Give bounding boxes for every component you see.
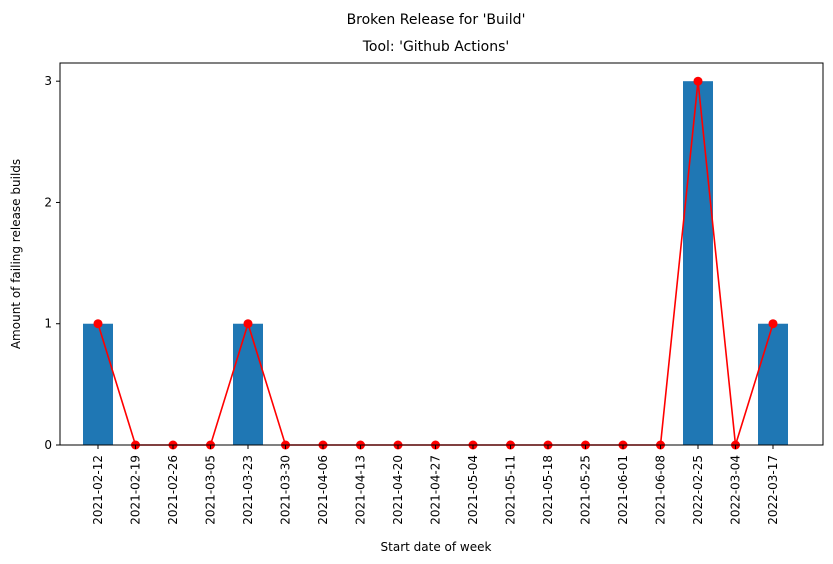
- x-tick-label: 2021-02-19: [129, 455, 143, 525]
- x-tick-label: 2021-05-04: [466, 455, 480, 525]
- x-tick-label: 2022-03-04: [729, 455, 743, 525]
- chart-subtitle: Tool: 'Github Actions': [362, 39, 510, 55]
- bar: [683, 81, 713, 445]
- chart-title: Broken Release for 'Build': [347, 12, 526, 28]
- x-tick-label: 2021-05-11: [504, 455, 518, 525]
- x-tick-label: 2022-02-25: [691, 455, 705, 525]
- line-point: [768, 319, 778, 329]
- series-line: [97, 81, 774, 446]
- x-tick-label: 2021-03-30: [279, 455, 293, 525]
- x-axis: 2021-02-12 2021-02-19 2021-02-26 2021-03-05…: [91, 445, 780, 525]
- x-tick-label: 2021-02-26: [166, 455, 180, 525]
- y-tick-label: 2: [44, 195, 52, 209]
- x-tick-label: 2021-03-05: [204, 455, 218, 525]
- x-tick-label: 2021-02-12: [91, 455, 105, 525]
- x-tick-label: 2021-04-06: [316, 455, 330, 525]
- bar: [233, 323, 263, 445]
- line-series: [93, 76, 778, 450]
- x-tick-label: 2021-06-08: [654, 455, 668, 525]
- x-tick-label: 2022-03-17: [766, 455, 780, 525]
- x-axis-label: Start date of week: [381, 540, 492, 554]
- y-axis: 0 1 2 3: [44, 74, 60, 452]
- line-point: [243, 319, 253, 329]
- y-axis-label: Amount of failing release builds: [9, 159, 23, 349]
- y-tick-label: 1: [44, 317, 52, 331]
- x-tick-label: 2021-05-25: [579, 455, 593, 525]
- x-tick-label: 2021-03-23: [241, 455, 255, 525]
- bar: [758, 323, 788, 445]
- line-point: [693, 76, 703, 86]
- x-tick-label: 2021-04-20: [391, 455, 405, 525]
- y-tick-label: 0: [44, 438, 52, 452]
- plot-frame: [59, 62, 824, 446]
- x-tick-label: 2021-05-18: [541, 455, 555, 525]
- x-tick-label: 2021-04-27: [429, 455, 443, 525]
- x-tick-label: 2021-06-01: [616, 455, 630, 525]
- bar-group: [83, 81, 788, 445]
- x-tick-label: 2021-04-13: [354, 455, 368, 525]
- line-point: [93, 319, 103, 329]
- bar: [83, 323, 113, 445]
- y-tick-label: 3: [44, 74, 52, 88]
